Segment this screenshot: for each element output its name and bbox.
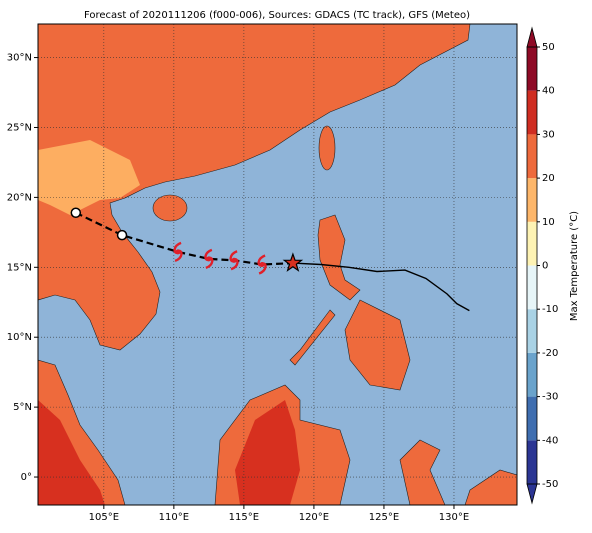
palawan: [289, 309, 336, 366]
colorbar-tick-label: 30: [542, 129, 555, 140]
colorbar-tick-label: 10: [542, 217, 555, 228]
papua: [464, 469, 517, 505]
luzon: [317, 214, 361, 301]
y-tick-label: 30°N: [7, 53, 32, 64]
colorbar-band: [527, 440, 537, 484]
colorbar-tick-label: -50: [542, 479, 558, 490]
colorbar-band: [527, 265, 537, 310]
y-tick-label: 25°N: [7, 122, 32, 133]
y-tick-label: 5°N: [13, 402, 32, 413]
colorbar-tick-label: -30: [542, 392, 558, 403]
frame: [37, 23, 518, 506]
sulawesi: [399, 439, 446, 505]
x-tick-label: 110°E: [159, 512, 189, 523]
colorbar-label: Max Temperature (°C): [569, 211, 580, 321]
y-tick-label: 20°N: [7, 192, 32, 203]
colorbar-arrow: [526, 483, 538, 505]
colorbar-tick-label: -10: [542, 304, 558, 315]
colorbar-band: [527, 309, 537, 353]
colorbar-band: [527, 221, 537, 266]
colorbar-band: [527, 352, 537, 397]
title: Forecast of 2020111206 (f000-006), Sourc…: [84, 10, 470, 21]
x-tick-label: 105°E: [89, 512, 119, 523]
light-patch: [38, 140, 140, 215]
y-tick-label: 10°N: [7, 332, 32, 343]
forecast-line: [292, 262, 470, 312]
colorbar-arrow: [526, 26, 538, 48]
cyclone-eye: [175, 249, 181, 255]
x-tick-label: 120°E: [299, 512, 329, 523]
dark-patch: [235, 400, 300, 505]
track-point: [70, 207, 82, 219]
x-tick-label: 130°E: [439, 512, 469, 523]
x-tick-label: 115°E: [229, 512, 259, 523]
y-tick-label: 15°N: [7, 262, 32, 273]
y-tick-label: 0°: [21, 472, 32, 483]
taiwan: [318, 125, 336, 171]
colorbar-tick-label: 50: [542, 42, 555, 53]
colorbar-tick-label: 40: [542, 86, 555, 97]
visayas-mindanao: [344, 299, 411, 391]
colorbar-band: [527, 134, 537, 179]
map-area: [38, 24, 517, 505]
mainland: [38, 24, 471, 351]
colorbar-band: [527, 396, 537, 441]
hainan: [152, 194, 188, 222]
cyclone-eye: [206, 256, 212, 262]
colorbar-tick-label: -20: [542, 348, 558, 359]
colorbar-band: [527, 47, 537, 91]
x-tick-label: 125°E: [369, 512, 399, 523]
cyclone-eye: [231, 257, 237, 263]
colorbar-band: [527, 90, 537, 135]
colorbar-band: [527, 178, 537, 222]
colorbar-tick-label: 20: [542, 173, 555, 184]
colorbar-tick-label: -40: [542, 435, 558, 446]
cyclone-eye: [259, 262, 265, 267]
colorbar-tick-label: 0: [542, 261, 548, 272]
track-point: [116, 229, 128, 241]
current-position: [282, 252, 304, 272]
dark-patch: [38, 400, 105, 505]
